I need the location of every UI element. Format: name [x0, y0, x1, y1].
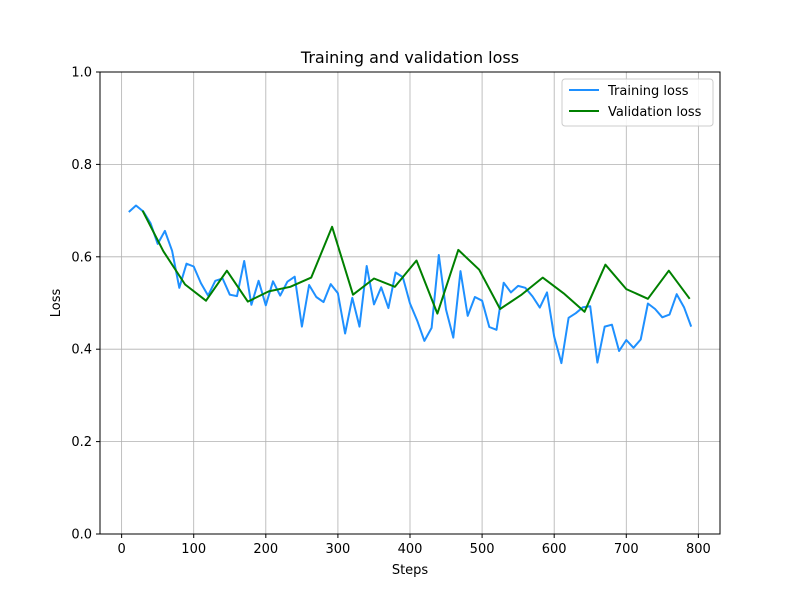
y-tick-label: 1.0: [71, 66, 92, 81]
y-tick-label: 0.4: [71, 343, 92, 358]
y-tick-label: 0.2: [71, 435, 92, 450]
legend-box: [561, 78, 714, 127]
y-axis-ticks: 0.0 0.2 0.4 0.6 0.8 1.0: [71, 66, 100, 543]
x-axis-ticks: 0 100 200 300 400 500 600 700 800: [117, 534, 711, 557]
y-axis-label: Loss: [49, 289, 64, 318]
x-tick-label: 0: [117, 542, 125, 557]
series-layer: [128, 204, 693, 365]
legend-label-training: Training loss: [607, 84, 689, 99]
validation-loss-line: [141, 210, 691, 315]
x-tick-label: 400: [398, 542, 423, 557]
x-tick-label: 500: [470, 542, 495, 557]
x-axis-label: Steps: [392, 563, 429, 578]
x-tick-label: 200: [253, 542, 278, 557]
x-tick-label: 700: [614, 542, 639, 557]
legend: Training loss Validation loss: [561, 78, 714, 127]
legend-label-validation: Validation loss: [608, 105, 702, 120]
y-tick-label: 0.0: [71, 528, 92, 543]
chart-title: Training and validation loss: [300, 48, 519, 67]
x-tick-label: 600: [542, 542, 567, 557]
y-tick-label: 0.6: [71, 250, 92, 265]
x-tick-label: 100: [181, 542, 206, 557]
y-tick-label: 0.8: [71, 158, 92, 173]
x-tick-label: 800: [686, 542, 711, 557]
x-tick-label: 300: [325, 542, 350, 557]
